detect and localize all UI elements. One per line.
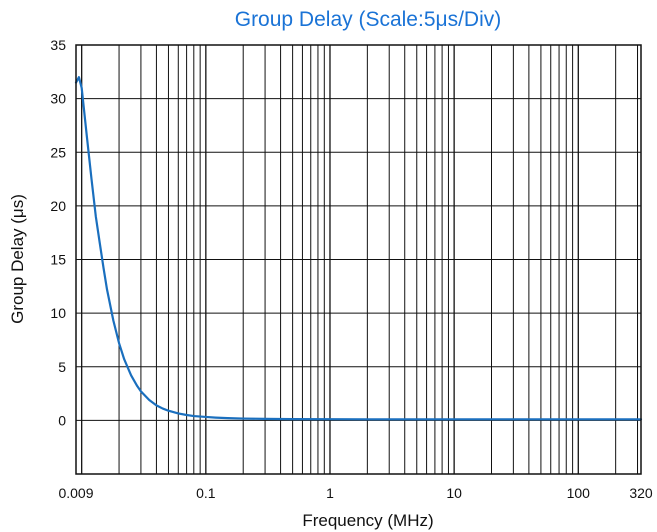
plot-frame xyxy=(75,44,642,475)
grid-layer xyxy=(76,45,641,474)
y-tick-label: 20 xyxy=(50,198,66,214)
series-layer xyxy=(74,76,643,421)
x-tick-label: 0.009 xyxy=(58,485,93,501)
y-tick-label: 25 xyxy=(50,144,66,160)
chart-title: Group Delay (Scale:5μs/Div) xyxy=(235,8,502,31)
y-tick-label: 0 xyxy=(58,412,66,428)
y-tick-label: 30 xyxy=(50,91,66,107)
x-axis-label: Frequency (MHz) xyxy=(302,511,433,530)
x-tick-label: 0.1 xyxy=(196,485,216,501)
x-tick-label: 1 xyxy=(326,485,334,501)
y-tick-label: 35 xyxy=(50,37,66,53)
y-axis-label: Group Delay (μs) xyxy=(8,194,27,324)
y-tick-label: 5 xyxy=(58,359,66,375)
series-line xyxy=(74,76,643,421)
x-tick-label: 320 xyxy=(629,485,653,501)
axis-layer: 0 5 10 15 20 25 30 35 0.009 0.1 1 10 100 320 xyxy=(50,37,652,501)
y-tick-label: 15 xyxy=(50,252,66,268)
x-tick-label: 100 xyxy=(567,485,591,501)
y-tick-label: 10 xyxy=(50,305,66,321)
x-tick-label: 10 xyxy=(446,485,462,501)
